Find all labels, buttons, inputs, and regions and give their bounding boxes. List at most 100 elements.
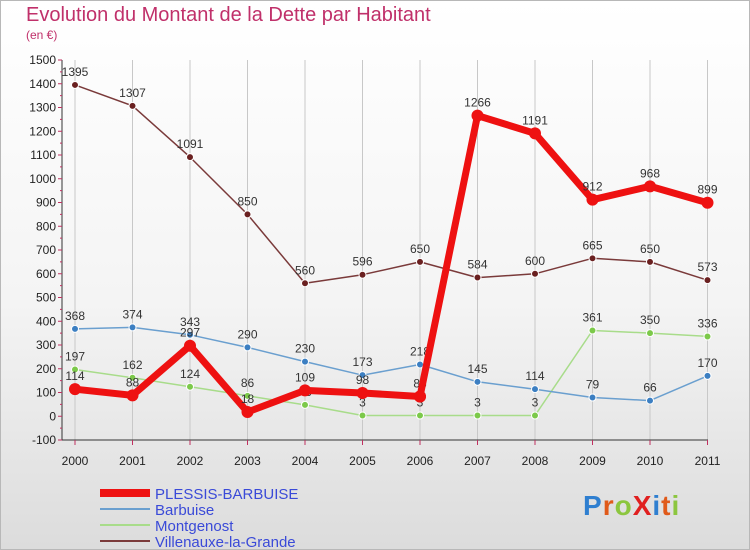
data-label: 650 (410, 242, 430, 256)
data-point (71, 365, 79, 374)
data-point (644, 180, 656, 193)
y-tick-label: 400 (36, 314, 56, 328)
data-point (473, 411, 482, 420)
data-label: 1307 (119, 86, 146, 100)
x-tick-label: 2007 (464, 454, 491, 468)
legend-label: PLESSIS-BARBUISE (155, 486, 298, 503)
data-point (414, 390, 426, 403)
data-point (358, 270, 367, 279)
data-point (128, 101, 137, 110)
data-label: 1091 (177, 137, 204, 151)
data-point (358, 371, 367, 380)
data-label: 1191 (522, 113, 548, 127)
y-tick-label: 600 (36, 267, 56, 281)
data-point (529, 127, 541, 140)
data-label: 573 (697, 260, 717, 274)
data-label: 3 (532, 396, 539, 410)
x-tick-label: 2009 (579, 454, 606, 468)
x-tick-label: 2005 (349, 454, 376, 468)
data-point (126, 389, 139, 402)
y-tick-label: 1500 (29, 53, 56, 67)
y-tick-label: 1000 (29, 172, 56, 186)
data-label: 3 (417, 396, 424, 410)
data-point (531, 411, 539, 420)
data-point (69, 383, 81, 396)
series-line (74, 84, 709, 285)
x-tick-label: 2003 (234, 454, 261, 468)
data-point (703, 332, 712, 341)
x-tick-label: 2008 (522, 454, 549, 468)
data-point (646, 396, 654, 405)
data-label: 109 (295, 370, 315, 384)
y-tick-label: 1400 (29, 77, 56, 91)
y-tick-label: 200 (36, 362, 56, 376)
data-point (356, 386, 369, 399)
data-label: 1266 (464, 96, 491, 110)
data-label: 3 (359, 396, 366, 410)
data-label: 290 (237, 327, 257, 341)
data-label: 98 (356, 373, 370, 387)
x-tick-label: 2011 (695, 454, 721, 468)
y-tick-label: 300 (36, 338, 56, 352)
data-label: 1395 (62, 65, 89, 79)
data-point (588, 254, 597, 263)
data-point (703, 276, 712, 285)
data-label: 3 (474, 396, 481, 410)
data-point (128, 323, 137, 332)
y-tick-label: 1300 (29, 101, 56, 115)
y-tick-label: 900 (36, 196, 56, 210)
data-label: 650 (640, 242, 660, 256)
data-label: 197 (65, 349, 85, 363)
data-point (471, 109, 484, 122)
data-point (588, 393, 597, 402)
chart-title: Evolution du Montant de la Dette par Hab… (26, 4, 431, 26)
data-label: 368 (65, 309, 85, 323)
data-point (241, 405, 254, 418)
x-tick-label: 2004 (292, 454, 319, 468)
data-label: 912 (582, 180, 602, 194)
data-point (301, 279, 309, 288)
data-label: 361 (582, 311, 602, 325)
series-line (74, 326, 709, 402)
data-label: 850 (237, 194, 257, 208)
data-point (703, 371, 712, 380)
data-label: 350 (640, 313, 660, 327)
data-label: 899 (697, 183, 717, 197)
y-tick-label: 800 (36, 219, 56, 233)
data-point (588, 326, 597, 335)
data-label: 968 (640, 166, 660, 180)
data-label: 88 (126, 375, 140, 389)
data-point (473, 273, 482, 282)
proxiti-logo: ProXiti (583, 490, 681, 521)
data-label: 66 (643, 381, 657, 395)
x-tick-label: 2000 (62, 454, 89, 468)
data-point (128, 373, 137, 382)
data-point (243, 343, 252, 352)
data-label: 560 (295, 263, 315, 277)
legend-label: Barbuise (155, 502, 214, 519)
data-point (301, 357, 309, 366)
data-label: 665 (582, 238, 602, 252)
legend-label: Montgenost (155, 518, 234, 535)
data-point (186, 330, 194, 339)
data-label: 18 (241, 392, 255, 406)
x-tick-label: 2006 (407, 454, 434, 468)
chart-subtitle: (en €) (26, 28, 58, 42)
data-label: 124 (180, 367, 200, 381)
data-point (358, 411, 367, 420)
data-label: 600 (525, 254, 545, 268)
data-label: 173 (352, 355, 372, 369)
y-tick-label: 1100 (30, 148, 56, 162)
data-point (299, 384, 311, 397)
data-label: 114 (65, 369, 84, 383)
data-label: 584 (467, 258, 487, 272)
y-tick-label: 0 (49, 409, 56, 423)
data-point (531, 385, 539, 394)
data-point (416, 360, 424, 369)
data-label: 336 (697, 316, 717, 330)
data-point (243, 210, 252, 219)
data-point (701, 196, 714, 209)
series-line (416, 112, 711, 400)
y-tick-label: 1200 (29, 124, 56, 138)
